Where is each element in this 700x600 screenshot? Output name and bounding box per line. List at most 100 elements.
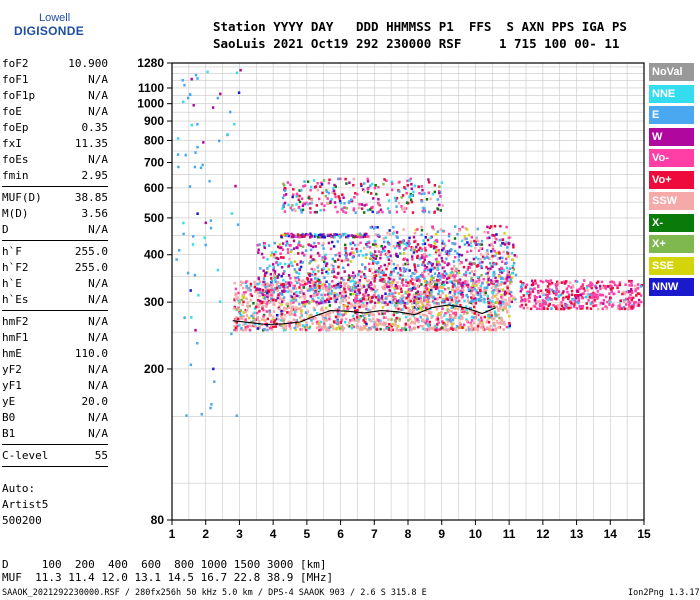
- echo-point: [273, 270, 277, 273]
- echo-point: [351, 279, 354, 282]
- echo-point: [442, 321, 445, 325]
- echo-point: [465, 258, 468, 262]
- echo-point: [577, 301, 580, 305]
- echo-point: [612, 281, 616, 284]
- echo-point: [289, 281, 292, 284]
- echo-point: [396, 255, 399, 258]
- echo-point: [315, 303, 319, 307]
- echo-point: [363, 275, 367, 278]
- echo-point: [238, 317, 241, 321]
- echo-point: [282, 204, 285, 208]
- echo-point: [352, 283, 356, 286]
- echo-point: [453, 237, 457, 240]
- echo-point: [427, 191, 430, 194]
- echo-point: [340, 317, 344, 321]
- echo-point: [409, 287, 412, 291]
- echo-point: [497, 313, 500, 317]
- echo-point: [416, 254, 419, 258]
- echo-point: [283, 306, 286, 310]
- echo-point: [327, 285, 331, 289]
- echo-point: [443, 274, 446, 278]
- echo-point: [366, 187, 369, 191]
- echo-point: [491, 233, 494, 237]
- param-name: h`F: [2, 245, 22, 258]
- echo-point: [440, 326, 444, 330]
- echo-point: [469, 249, 473, 253]
- echo-point: [409, 321, 413, 325]
- echo-point: [505, 225, 508, 229]
- echo-point: [529, 307, 533, 311]
- echo-point: [299, 283, 302, 286]
- echo-point: [485, 272, 488, 276]
- echo-point: [621, 292, 624, 296]
- echo-point: [332, 245, 336, 248]
- echo-point: [435, 250, 438, 254]
- echo-point: [369, 313, 372, 316]
- echo-point: [424, 236, 427, 239]
- echo-point: [422, 239, 425, 242]
- echo-point: [411, 272, 414, 275]
- echo-point: [476, 263, 479, 267]
- echo-point: [303, 281, 307, 284]
- echo-point: [341, 324, 344, 328]
- echo-point: [507, 270, 510, 274]
- echo-point: [435, 232, 438, 236]
- echo-point: [452, 300, 455, 303]
- echo-point: [414, 228, 417, 232]
- echo-point: [383, 280, 386, 284]
- echo-point: [347, 296, 351, 300]
- echo-point: [571, 298, 574, 301]
- echo-point: [357, 206, 361, 210]
- echo-point: [444, 244, 447, 248]
- echo-point: [235, 414, 238, 417]
- echo-point: [358, 284, 362, 287]
- echo-point: [436, 323, 439, 326]
- echo-point: [402, 267, 405, 270]
- echo-point: [278, 243, 282, 246]
- echo-point: [302, 286, 305, 289]
- echo-point: [541, 299, 544, 302]
- echo-point: [386, 303, 389, 306]
- echo-point: [193, 165, 197, 169]
- echo-point: [280, 246, 283, 249]
- echo-point: [470, 263, 473, 266]
- echo-point: [345, 206, 348, 210]
- echo-point: [278, 294, 281, 298]
- echo-point: [423, 264, 426, 267]
- param-value: 55: [94, 449, 108, 462]
- echo-point: [425, 304, 429, 308]
- echo-point: [546, 280, 550, 283]
- echo-point: [470, 291, 473, 295]
- echo-point: [382, 301, 386, 304]
- echo-point: [500, 303, 503, 307]
- echo-point: [282, 285, 285, 288]
- echo-point: [420, 225, 423, 229]
- echo-point: [332, 270, 335, 274]
- echo-point: [414, 271, 417, 274]
- echo-point: [262, 245, 266, 248]
- x-tick-label: 5: [304, 527, 311, 541]
- echo-point: [385, 297, 389, 301]
- echo-point: [344, 317, 348, 321]
- echo-point: [459, 303, 462, 307]
- echo-point: [372, 306, 375, 310]
- echo-point: [288, 263, 291, 266]
- echo-point: [242, 314, 245, 318]
- echo-point: [365, 324, 368, 327]
- echo-point: [369, 298, 372, 301]
- echo-point: [438, 289, 441, 293]
- echo-point: [361, 297, 365, 300]
- echo-point: [343, 202, 346, 205]
- echo-point: [447, 262, 450, 265]
- echo-point: [581, 296, 584, 300]
- echo-point: [489, 267, 492, 271]
- echo-point: [377, 250, 381, 253]
- echo-point: [485, 255, 488, 259]
- echo-point: [286, 181, 290, 184]
- echo-point: [493, 236, 497, 240]
- echo-point: [480, 298, 484, 302]
- echo-point: [376, 323, 380, 327]
- echo-point: [241, 303, 244, 307]
- echo-point: [392, 245, 395, 248]
- echo-point: [508, 242, 511, 245]
